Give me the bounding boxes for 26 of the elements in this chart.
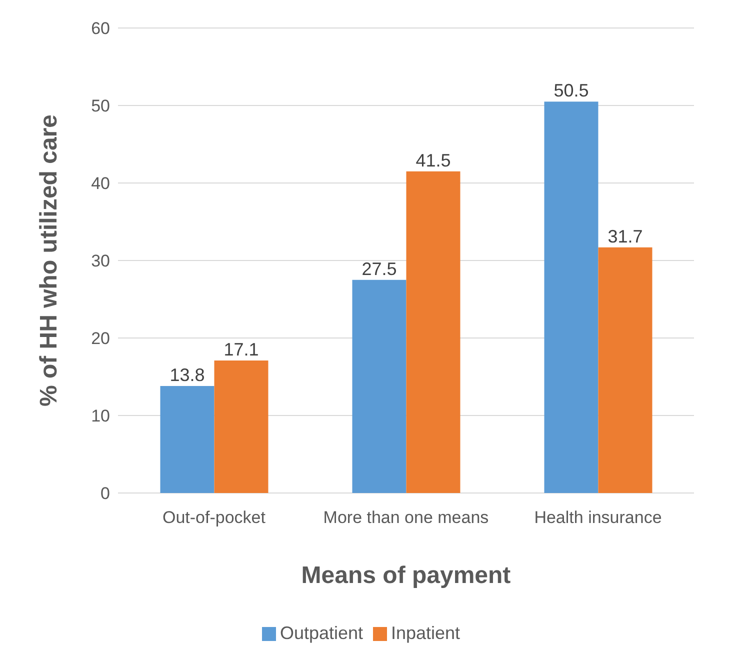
y-tick-label: 60 bbox=[91, 19, 110, 38]
bar bbox=[406, 171, 460, 493]
data-label: 27.5 bbox=[362, 258, 397, 279]
data-label: 31.7 bbox=[608, 226, 643, 246]
bar bbox=[214, 360, 268, 493]
bar bbox=[352, 280, 406, 493]
y-tick-label: 0 bbox=[100, 484, 110, 504]
bar bbox=[160, 386, 214, 493]
y-tick-label: 10 bbox=[91, 406, 110, 426]
y-axis-title: % of HH who utilized care bbox=[36, 114, 63, 407]
y-tick-label: 40 bbox=[91, 174, 110, 194]
y-tick-label: 50 bbox=[91, 96, 110, 116]
x-tick-label: Health insurance bbox=[534, 508, 662, 528]
y-tick-label: 20 bbox=[91, 329, 110, 348]
x-tick-label: More than one means bbox=[323, 508, 489, 528]
data-label: 41.5 bbox=[416, 150, 451, 170]
bar bbox=[544, 102, 598, 493]
legend-label: Outpatient bbox=[280, 623, 363, 643]
legend-label: Inpatient bbox=[391, 623, 460, 643]
x-tick-label: Out-of-pocket bbox=[162, 508, 266, 528]
y-tick-label: 30 bbox=[91, 252, 110, 271]
bar bbox=[598, 247, 652, 493]
x-axis-title: Means of payment bbox=[301, 562, 511, 589]
data-label: 50.5 bbox=[554, 80, 589, 101]
data-label: 13.8 bbox=[170, 365, 205, 386]
data-label: 17.1 bbox=[224, 339, 259, 360]
